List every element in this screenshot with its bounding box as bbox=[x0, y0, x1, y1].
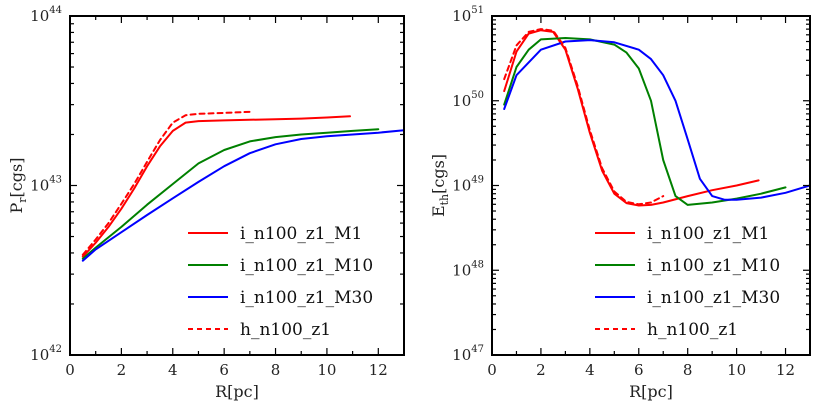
x-tick-label: 12 bbox=[369, 361, 388, 379]
x-tick-label: 8 bbox=[683, 361, 693, 379]
series-line-h-n100-z1 bbox=[81, 110, 251, 256]
y-axis-label: Eth[cgs] bbox=[429, 154, 451, 217]
x-tick-label: 12 bbox=[776, 361, 795, 379]
y-tick-label: 1050 bbox=[452, 90, 484, 110]
series-group bbox=[503, 28, 810, 207]
legend: i_n100_z1_M1 i_n100_z1_M10 i_n100_z1_M30 h_… bbox=[188, 224, 373, 340]
series-line-i-n100-z1-m1 bbox=[503, 29, 760, 207]
x-tick-label: 4 bbox=[585, 361, 595, 379]
y-tick-label: 1047 bbox=[452, 344, 484, 364]
y-tick-label: 1049 bbox=[452, 175, 484, 195]
series-line-h-n100-z1 bbox=[503, 28, 665, 206]
y-tick-label: 1048 bbox=[452, 259, 484, 279]
legend-label: i_n100_z1_M30 bbox=[240, 288, 373, 308]
y-tick-label: 1044 bbox=[30, 5, 62, 25]
legend-label: h_n100_z1 bbox=[240, 320, 331, 340]
x-tick-label: 10 bbox=[727, 361, 746, 379]
legend-label: i_n100_z1_M1 bbox=[240, 224, 362, 244]
x-tick-label: 0 bbox=[487, 361, 497, 379]
y-tick-label: 1051 bbox=[452, 5, 484, 25]
legend-label: i_n100_z1_M1 bbox=[647, 224, 769, 244]
legend-label: i_n100_z1_M30 bbox=[647, 288, 780, 308]
legend-label: i_n100_z1_M10 bbox=[240, 256, 373, 276]
x-tick-label: 0 bbox=[65, 361, 75, 379]
x-tick-label: 4 bbox=[168, 361, 178, 379]
left-chart-pressure: 0 2 4 6 8 10 12 1042 1043 1044 R[pc] Pr[cgs] i_n100_… bbox=[7, 5, 405, 401]
legend-label: i_n100_z1_M10 bbox=[647, 256, 780, 276]
series-line-i-n100-z1-m1 bbox=[81, 115, 351, 258]
legend-label: h_n100_z1 bbox=[647, 320, 738, 340]
plot-frame bbox=[69, 15, 405, 356]
y-tick-label: 1043 bbox=[30, 175, 62, 195]
series-group bbox=[81, 110, 404, 262]
series-line-i-n100-z1-m10 bbox=[503, 37, 787, 206]
x-tick-label: 6 bbox=[634, 361, 644, 379]
x-tick-label: 2 bbox=[536, 361, 546, 379]
x-axis-label: R[pc] bbox=[215, 382, 259, 401]
series-line-i-n100-z1-m10 bbox=[81, 128, 380, 260]
legend: i_n100_z1_M1 i_n100_z1_M10 i_n100_z1_M30 h_… bbox=[595, 224, 780, 340]
y-axis-label: Pr[cgs] bbox=[7, 158, 29, 214]
x-axis-label: R[pc] bbox=[629, 382, 673, 401]
x-tick-label: 10 bbox=[317, 361, 336, 379]
series-line-i-n100-z1-m30 bbox=[81, 129, 404, 262]
x-tick-label: 8 bbox=[271, 361, 281, 379]
y-tick-label: 1042 bbox=[30, 344, 62, 364]
x-tick-label: 2 bbox=[117, 361, 127, 379]
right-chart-thermal-energy: 0 2 4 6 8 10 12 1047 1048 1049 1050 1051 R[pc] Eth[cg… bbox=[429, 5, 811, 401]
series-line-i-n100-z1-m30 bbox=[503, 39, 810, 201]
plot-frame bbox=[491, 15, 811, 356]
x-tick-label: 6 bbox=[219, 361, 229, 379]
